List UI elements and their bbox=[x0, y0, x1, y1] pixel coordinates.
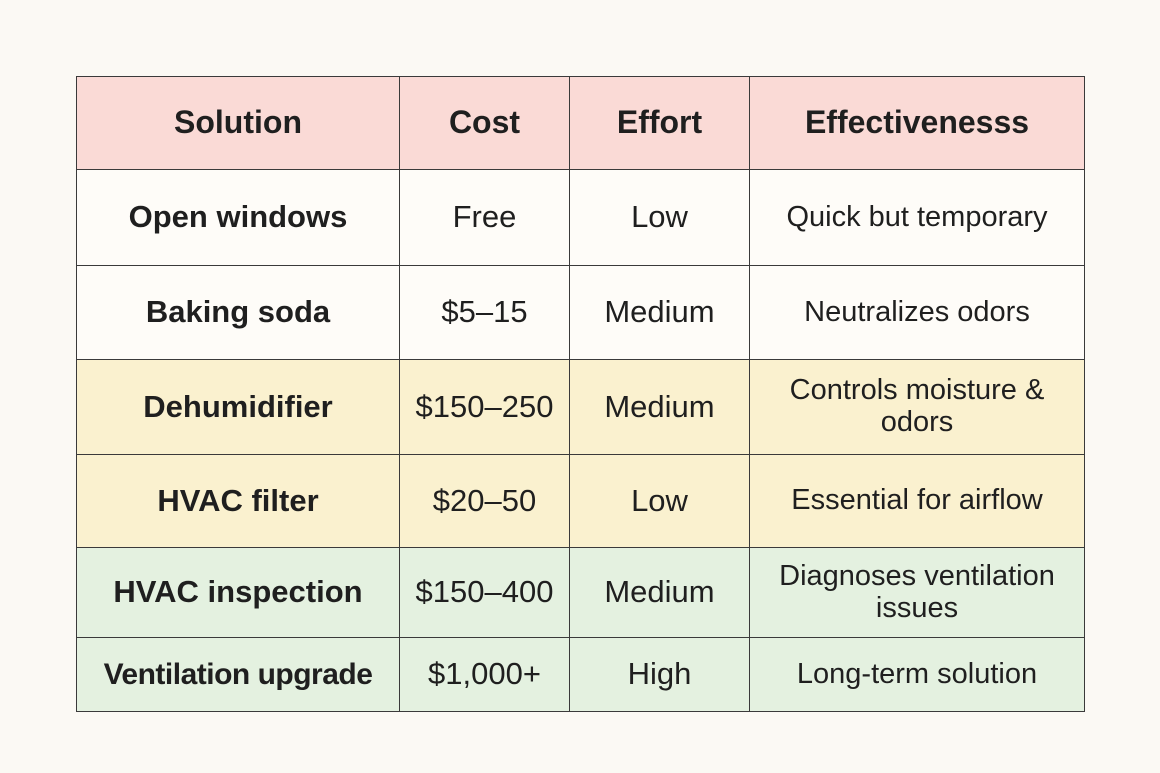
effort-cell: Medium bbox=[569, 547, 750, 638]
effort-cell: High bbox=[569, 637, 750, 712]
effectiveness-cell: Long-term solution bbox=[749, 637, 1085, 712]
solution-cell: Baking soda bbox=[76, 265, 400, 360]
effort-cell: Low bbox=[569, 454, 750, 548]
effectiveness-cell: Essential for airflow bbox=[749, 454, 1085, 548]
effectiveness-cell: Quick but temporary bbox=[749, 169, 1085, 266]
header-solution: Solution bbox=[76, 76, 400, 170]
solution-cell: Dehumidifier bbox=[76, 359, 400, 455]
cost-cell: $20–50 bbox=[399, 454, 570, 548]
cost-cell: $5–15 bbox=[399, 265, 570, 360]
effectiveness-cell: Neutralizes odors bbox=[749, 265, 1085, 360]
table-row: HVAC filter $20–50 Low Essential for air… bbox=[76, 454, 1085, 548]
table-row: Dehumidifier $150–250 Medium Controls mo… bbox=[76, 359, 1085, 455]
cost-cell: $150–400 bbox=[399, 547, 570, 638]
header-effort: Effort bbox=[569, 76, 750, 170]
solution-cell: Ventilation upgrade bbox=[76, 637, 400, 712]
header-cost: Cost bbox=[399, 76, 570, 170]
solution-cell: HVAC inspection bbox=[76, 547, 400, 638]
effort-cell: Medium bbox=[569, 265, 750, 360]
table-row: Open windows Free Low Quick but temporar… bbox=[76, 169, 1085, 266]
table-row: Baking soda $5–15 Medium Neutralizes odo… bbox=[76, 265, 1085, 360]
cost-cell: $1,000+ bbox=[399, 637, 570, 712]
cost-cell: $150–250 bbox=[399, 359, 570, 455]
comparison-table-container: Solution Cost Effort Effectivenesss Open… bbox=[76, 76, 1085, 712]
cost-cell: Free bbox=[399, 169, 570, 266]
effectiveness-cell: Controls moisture & odors bbox=[749, 359, 1085, 455]
table-row: Ventilation upgrade $1,000+ High Long-te… bbox=[76, 637, 1085, 712]
effectiveness-cell: Diagnoses ventilation issues bbox=[749, 547, 1085, 638]
table-row: HVAC inspection $150–400 Medium Diagnose… bbox=[76, 547, 1085, 638]
table-header-row: Solution Cost Effort Effectivenesss bbox=[76, 76, 1085, 170]
solution-cell: Open windows bbox=[76, 169, 400, 266]
solution-cell: HVAC filter bbox=[76, 454, 400, 548]
header-effectiveness: Effectivenesss bbox=[749, 76, 1085, 170]
effort-cell: Low bbox=[569, 169, 750, 266]
effort-cell: Medium bbox=[569, 359, 750, 455]
solutions-comparison-table: Solution Cost Effort Effectivenesss Open… bbox=[76, 76, 1085, 712]
